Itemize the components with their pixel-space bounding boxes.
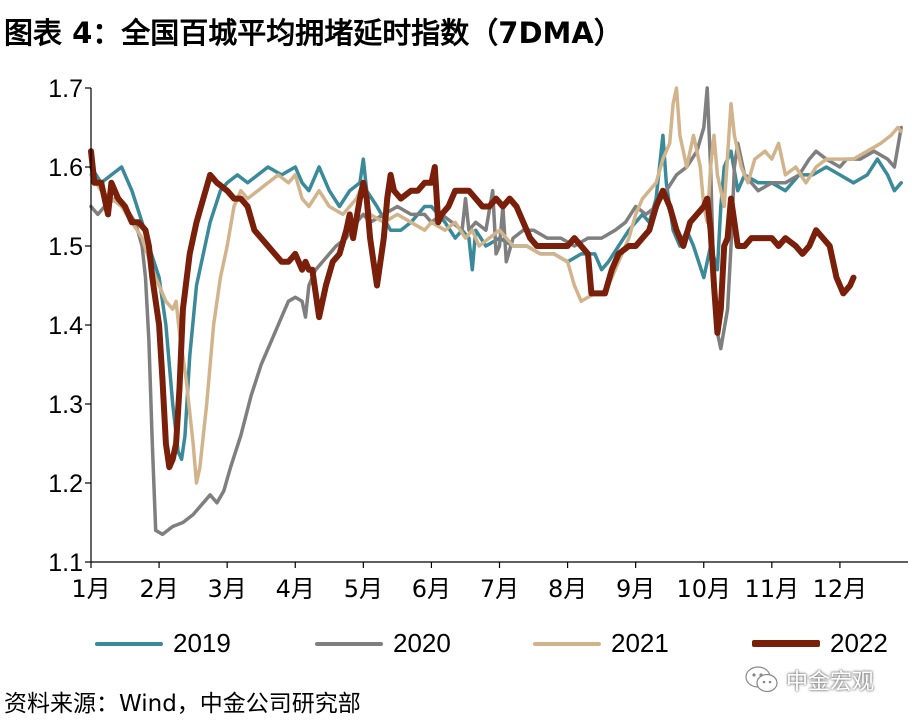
line-chart: 1.1 1.2 1.3 1.4 1.5 1.6 1.7 1月 2月 3月 4月 5月 6月 7月 8月 9月 1…: [48, 75, 908, 603]
legend-swatch-2022: [752, 640, 820, 647]
x-tick-label: 12月: [813, 575, 868, 603]
x-tick-label: 9月: [616, 575, 655, 603]
watermark-text: 中金宏观: [786, 670, 875, 695]
y-tick-label: 1.6: [48, 154, 83, 182]
axes-layer: 1.1 1.2 1.3 1.4 1.5 1.6 1.7 1月 2月 3月 4月 5月 6月 7月 8月 9月 1…: [48, 75, 908, 603]
legend-label-2022: 2022: [830, 628, 888, 658]
wechat-icon: [745, 666, 778, 693]
series-line-2021: [89, 86, 903, 485]
legend-label-2021: 2021: [611, 628, 669, 658]
legend-item-2019[interactable]: 2019: [95, 628, 231, 659]
x-tick-label: 7月: [480, 575, 519, 603]
x-tick-label: 5月: [344, 575, 383, 603]
x-tick-label: 8月: [548, 575, 587, 603]
x-tick-label: 10月: [676, 575, 731, 603]
x-tick-label: 1月: [71, 575, 110, 603]
series-line-2020: [89, 86, 903, 537]
watermark: 中金宏观: [744, 664, 874, 696]
legend-item-2021[interactable]: 2021: [533, 628, 669, 659]
source-note: 资料来源：Wind，中金公司研究部: [4, 691, 361, 717]
x-tick-label: 2月: [139, 575, 178, 603]
y-tick-label: 1.4: [48, 312, 83, 340]
series-line-2022: [88, 148, 857, 471]
y-tick-label: 1.5: [48, 233, 83, 261]
x-tick-label: 3月: [208, 575, 247, 603]
y-tick-label: 1.2: [48, 470, 83, 498]
y-tick-label: 1.7: [48, 75, 83, 103]
chart-title: 图表 4：全国百城平均拥堵延时指数（7DMA）: [4, 16, 623, 50]
legend-item-2020[interactable]: 2020: [315, 628, 451, 659]
legend-label-2019: 2019: [173, 628, 231, 658]
legend-swatch-2020: [315, 641, 383, 646]
y-tick-label: 1.1: [48, 549, 83, 577]
series-layer: [88, 86, 903, 537]
legend-item-2022[interactable]: 2022: [752, 628, 888, 659]
x-tick-label: 11月: [745, 575, 800, 603]
chart-legend: 2019 2020 2021 2022: [0, 620, 912, 670]
x-tick-label: 6月: [412, 575, 451, 603]
legend-label-2020: 2020: [393, 628, 451, 658]
series-line-2019: [89, 133, 903, 462]
x-tick-label: 4月: [276, 575, 315, 603]
y-tick-label: 1.3: [48, 391, 83, 419]
legend-swatch-2019: [95, 641, 163, 646]
legend-swatch-2021: [533, 641, 601, 646]
